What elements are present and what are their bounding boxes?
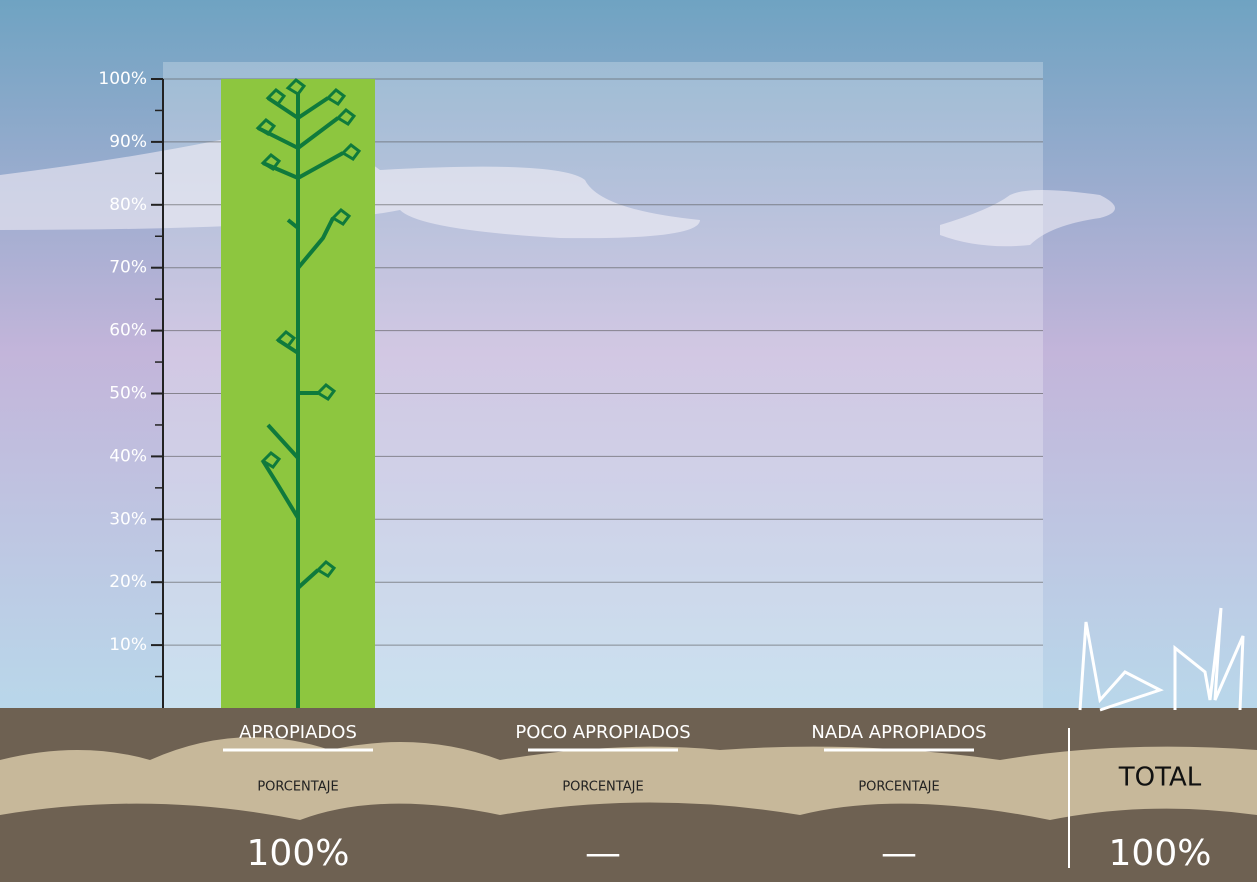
y-tick-label: 100% [98, 69, 147, 89]
value-label: 100% [247, 833, 350, 874]
y-tick-label: 90% [109, 132, 147, 152]
y-tick-label: 40% [109, 446, 147, 466]
leaf [335, 108, 357, 126]
leaf [315, 560, 337, 578]
leaf [285, 78, 307, 96]
y-tick-label: 70% [109, 258, 147, 278]
y-tick-label: 10% [109, 635, 147, 655]
leaf [255, 118, 277, 136]
leaf [260, 451, 282, 469]
soil-band [0, 737, 1257, 820]
x-tick-label: POCO APROPIADOS [515, 722, 690, 743]
total-value: 100% [1109, 833, 1212, 874]
y-tick-label: 30% [109, 509, 147, 529]
value-label: — [585, 833, 621, 874]
leaf [330, 208, 352, 226]
total-label: TOTAL [1118, 763, 1202, 793]
y-tick-label: 60% [109, 321, 147, 341]
sublabel: PORCENTAJE [562, 780, 643, 795]
grass [1078, 607, 1245, 712]
leaf [340, 143, 362, 161]
leaf [315, 383, 337, 401]
leaf [325, 88, 347, 106]
x-tick-label: NADA APROPIADOS [811, 722, 986, 743]
leaf [275, 330, 297, 348]
sublabel: PORCENTAJE [257, 780, 338, 795]
plant [257, 94, 344, 708]
cloud [940, 190, 1115, 247]
y-tick-label: 50% [109, 384, 147, 404]
value-label: — [881, 833, 917, 874]
y-tick-label: 80% [109, 195, 147, 215]
sublabel: PORCENTAJE [858, 780, 939, 795]
x-tick-label: APROPIADOS [239, 722, 357, 743]
y-tick-label: 20% [109, 572, 147, 592]
leaf [260, 153, 282, 171]
leaf [265, 88, 287, 106]
